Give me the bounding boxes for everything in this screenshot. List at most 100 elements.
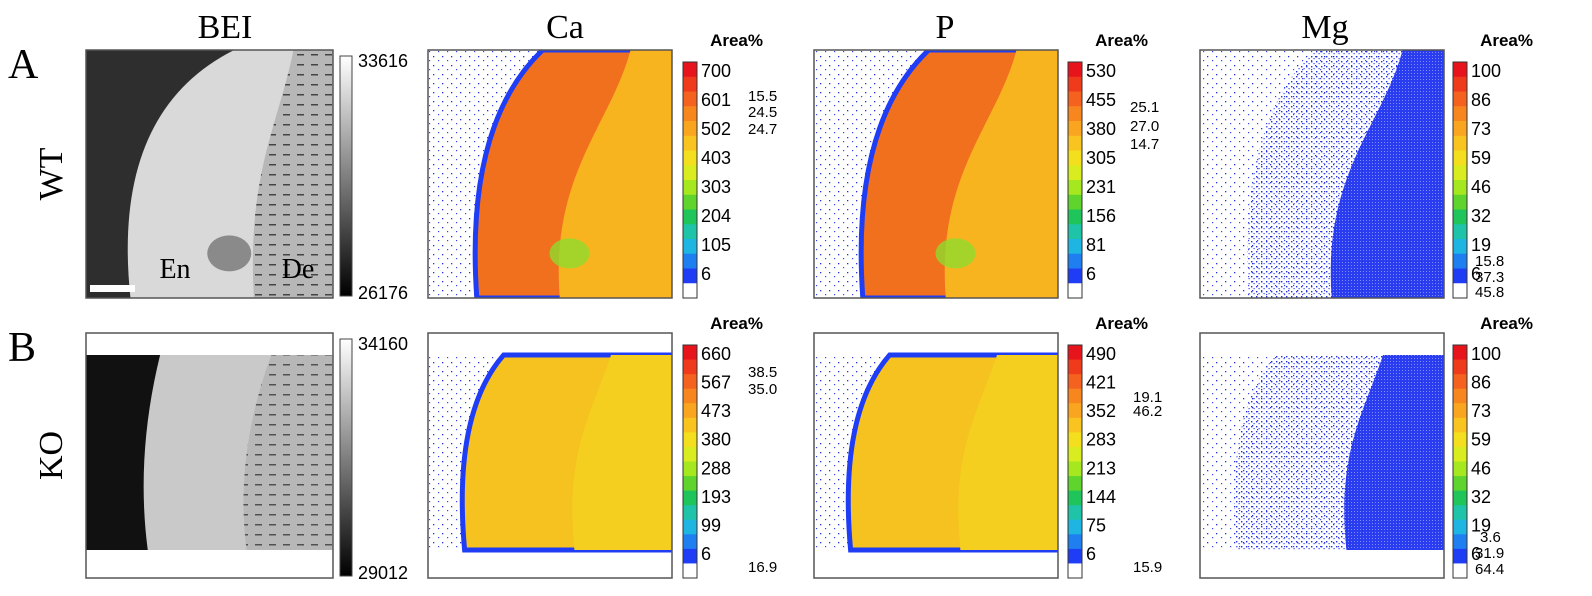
color-bar-label: 455 — [1086, 90, 1116, 110]
area-value: 31.9 — [1475, 545, 1504, 562]
frame — [1199, 49, 1445, 299]
color-bar-segment — [683, 106, 697, 122]
area-value: 19.1 — [1133, 389, 1162, 406]
color-bar-segment — [683, 180, 697, 196]
color-bar-label: 6 — [1086, 544, 1096, 564]
color-bar-segment — [683, 135, 697, 151]
color-bar-segment — [1453, 253, 1467, 269]
color-bar-segment — [1068, 194, 1082, 210]
color-bar-segment — [1068, 76, 1082, 92]
color-bar-segment — [1068, 490, 1082, 506]
color-bar-segment — [683, 91, 697, 107]
color-bar-segment — [1453, 268, 1467, 284]
color-bar-segment — [683, 62, 697, 78]
color-bar-label: 303 — [701, 177, 731, 197]
image — [1200, 50, 1444, 298]
color-bar-segment — [1453, 239, 1467, 255]
color-bar-label: 660 — [701, 344, 731, 364]
image — [86, 333, 333, 578]
color-bar-segment — [683, 150, 697, 166]
color-bar-label: 403 — [701, 148, 731, 168]
color-bar-segment — [1068, 209, 1082, 225]
color-bar-segment — [1068, 374, 1082, 390]
frame — [427, 332, 673, 579]
lesion — [935, 238, 976, 269]
color-bar-segment — [683, 283, 697, 299]
color-bar-segment — [1453, 345, 1467, 361]
color-bar-segment — [1453, 476, 1467, 492]
dentin — [1330, 50, 1444, 298]
area-value: 16.9 — [748, 559, 777, 576]
area-value: 24.7 — [748, 121, 777, 138]
unit-label: Area% — [1480, 31, 1533, 50]
area-value: 38.5 — [748, 364, 777, 381]
color-bar-segment — [683, 446, 697, 462]
color-bar-label: 231 — [1086, 177, 1116, 197]
color-bar-segment — [683, 519, 697, 535]
color-bar-segment — [1453, 62, 1467, 78]
dentin — [1344, 355, 1444, 550]
lesion — [207, 235, 252, 272]
area-value: 25.1 — [1130, 99, 1159, 116]
color-bar-segment — [1453, 432, 1467, 448]
unit-label: Area% — [1480, 314, 1533, 333]
scale-max: 33616 — [358, 51, 408, 71]
resin — [86, 355, 161, 550]
color-bar-segment — [1068, 150, 1082, 166]
color-bar-frame — [682, 61, 698, 299]
color-bar-segment — [683, 194, 697, 210]
color-bar-label: 46 — [1471, 177, 1491, 197]
region-label: En — [159, 254, 190, 285]
color-bar-label: 530 — [1086, 61, 1116, 81]
color-bar-segment — [683, 563, 697, 579]
color-bar-segment — [1068, 239, 1082, 255]
color-bar-frame — [1067, 61, 1083, 299]
color-bar-segment — [1453, 194, 1467, 210]
area-value: 15.5 — [748, 88, 777, 105]
color-bar-label: 567 — [701, 372, 731, 392]
color-bar-segment — [1068, 62, 1082, 78]
scale-bar — [90, 285, 135, 292]
color-bar-segment — [1453, 150, 1467, 166]
color-bar-segment — [683, 359, 697, 375]
dentin — [558, 50, 672, 298]
color-bar-label: 100 — [1471, 344, 1501, 364]
dentin — [958, 355, 1058, 550]
color-bar-label: 99 — [701, 516, 721, 536]
color-bar-segment — [1453, 534, 1467, 550]
dentin — [252, 50, 333, 298]
color-bar-segment — [1453, 403, 1467, 419]
area-value: 27.0 — [1130, 118, 1159, 135]
color-bar-segment — [1068, 548, 1082, 564]
color-bar-segment — [683, 165, 697, 181]
color-bar-segment — [683, 417, 697, 433]
color-bar-label: 6 — [1086, 264, 1096, 284]
color-bar-segment — [1068, 505, 1082, 521]
color-bar-label: 19 — [1471, 235, 1491, 255]
color-bar-label: 32 — [1471, 206, 1491, 226]
color-bar-label: 502 — [701, 119, 731, 139]
color-bar-segment — [1453, 121, 1467, 137]
color-bar-segment — [1453, 388, 1467, 404]
color-bar-label: 6 — [701, 264, 711, 284]
frame — [85, 49, 334, 299]
dentin — [944, 50, 1058, 298]
color-bar-segment — [1453, 446, 1467, 462]
color-bar-label: 305 — [1086, 148, 1116, 168]
color-bar-segment — [1453, 165, 1467, 181]
color-bar-segment — [1453, 417, 1467, 433]
color-bar-label: 380 — [1086, 119, 1116, 139]
image — [428, 50, 672, 298]
color-bar-segment — [683, 461, 697, 477]
color-bar-segment — [683, 268, 697, 284]
color-bar-frame — [682, 344, 698, 579]
color-bar-segment — [1453, 505, 1467, 521]
image — [814, 50, 1058, 298]
color-bar-segment — [1453, 283, 1467, 299]
dentin — [243, 355, 333, 550]
frame — [427, 49, 673, 299]
color-bar-segment — [1453, 180, 1467, 196]
row-label: WT — [33, 147, 70, 200]
color-bar-segment — [683, 534, 697, 550]
color-bar-segment — [1068, 359, 1082, 375]
